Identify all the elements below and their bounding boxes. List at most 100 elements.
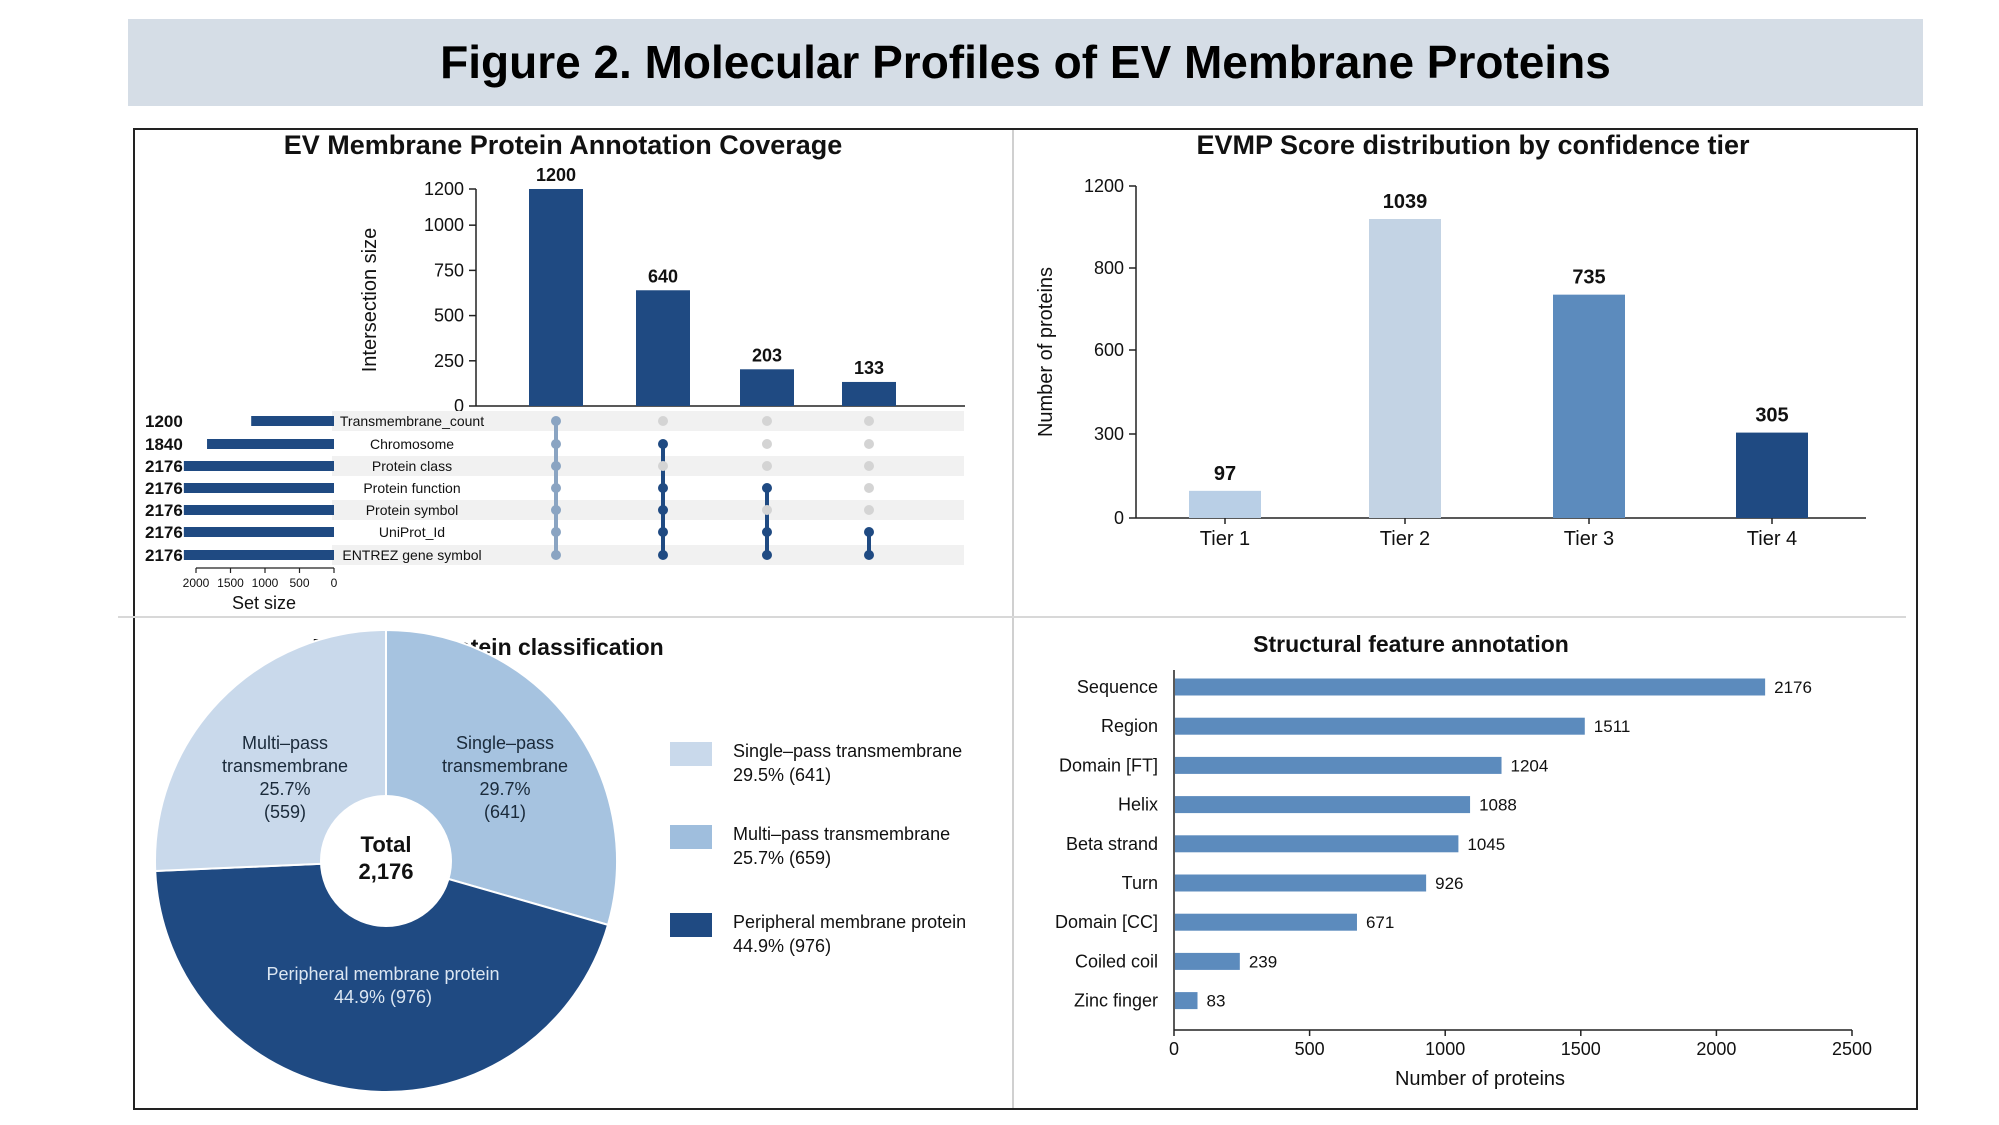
pie-legend-swatch [670,742,712,766]
structural-category-label: Zinc finger [1074,991,1158,1011]
tier-x-tick-label: Tier 1 [1200,528,1250,550]
pie-slice-label: (641) [484,802,526,822]
upset-matrix-dot-filled [658,550,668,560]
tier-y-axis-label: Number of proteins [1035,267,1057,437]
upset-matrix-dot-filled [551,527,561,537]
tier-title: EVMP Score distribution by confidence ti… [1196,130,1750,160]
upset-set-size-bar [183,505,334,515]
upset-set-size-value: 2176 [145,501,183,520]
structural-x-tick-label: 500 [1295,1039,1325,1059]
upset-y-tick-label: 1000 [424,215,464,235]
upset-set-size-value: 2176 [145,479,183,498]
upset-matrix-dot-empty [658,461,668,471]
upset-matrix-dot-filled [658,439,668,449]
tier-bar-value: 735 [1572,267,1605,289]
structural-bar [1175,913,1357,931]
upset-set-name: UniProt_Id [379,524,445,540]
pie-slice-label: (559) [264,802,306,822]
classification-pie-chart: Membrane protein classificationTotal2,17… [154,628,966,1093]
upset-set-name: Transmembrane_count [340,413,484,429]
vertical-divider [1012,130,1014,1108]
upset-set-size-bar [183,483,334,493]
structural-category-label: Domain [CC] [1055,912,1158,932]
upset-set-size-bar [183,461,334,471]
structural-category-label: Helix [1118,795,1158,815]
pie-slice [154,859,610,1093]
upset-set-size-bar [183,550,334,560]
tier-x-tick-label: Tier 2 [1380,528,1430,550]
upset-y-axis-label: Intersection size [359,228,381,373]
pie-legend-swatch [670,913,712,937]
upset-set-size-bar [207,439,334,449]
upset-row-stripe [332,500,964,520]
upset-y-tick-label: 1200 [424,179,464,199]
pie-slice-label: 25.7% [259,779,310,799]
structural-x-tick-label: 1000 [1425,1039,1465,1059]
upset-set-size-bar [251,416,334,426]
pie-center-hole [320,795,452,927]
upset-matrix-dot-empty [864,483,874,493]
upset-matrix-dot-filled [658,505,668,515]
structural-bar-value: 1204 [1511,756,1549,775]
upset-matrix-dot-filled [864,550,874,560]
upset-set-tick-label: 0 [331,576,338,590]
pie-legend-label: Single–pass transmembrane [733,741,962,761]
pie-legend-label: Multi–pass transmembrane [733,824,950,844]
upset-intersection-value: 203 [752,345,782,365]
upset-set-size-value: 1840 [145,435,183,454]
upset-matrix-dot-filled [551,439,561,449]
structural-category-label: Domain [FT] [1059,755,1158,775]
figure-title-bar: Figure 2. Molecular Profiles of EV Membr… [128,19,1923,106]
tier-bar-chart: EVMP Score distribution by confidence ti… [1035,130,1866,550]
figure-title: Figure 2. Molecular Profiles of EV Membr… [440,36,1611,88]
upset-set-size-value: 2176 [145,523,183,542]
structural-bar [1175,756,1502,774]
upset-title: EV Membrane Protein Annotation Coverage [284,130,843,160]
horizontal-divider [118,616,1906,618]
upset-y-tick-label: 500 [434,306,464,326]
upset-matrix-dot-empty [762,505,772,515]
pie-legend-value: 25.7% (659) [733,848,831,868]
tier-bar [1553,294,1625,518]
upset-set-size-value: 1200 [145,412,183,431]
structural-bar [1175,952,1240,970]
pie-slice-label: Single–pass [456,733,554,753]
structural-bar-value: 671 [1366,913,1394,932]
upset-set-name: Protein function [363,480,460,496]
structural-bar-value: 1045 [1467,835,1505,854]
structural-x-tick-label: 2000 [1696,1039,1736,1059]
upset-matrix-dot-filled [658,483,668,493]
structural-bar-value: 2176 [1774,678,1812,697]
tier-bar [1369,219,1441,518]
upset-intersection-bar [529,189,583,406]
upset-row-stripe [332,456,964,476]
structural-category-label: Beta strand [1066,834,1158,854]
tier-y-tick-label: 800 [1094,258,1124,278]
upset-matrix-dot-filled [762,483,772,493]
structural-bar-value: 83 [1207,992,1226,1011]
structural-bar-value: 239 [1249,952,1277,971]
upset-row-stripe [332,411,964,431]
upset-matrix-dot-filled [762,550,772,560]
upset-chart: EV Membrane Protein Annotation Coverage 0… [145,130,965,613]
upset-y-tick-label: 250 [434,351,464,371]
upset-intersection-value: 640 [648,266,678,286]
structural-category-label: Turn [1122,873,1158,893]
structural-title: Structural feature annotation [1253,631,1569,657]
upset-matrix-dot-empty [864,505,874,515]
upset-matrix-dot-empty [864,461,874,471]
upset-matrix-dot-empty [658,416,668,426]
structural-bar [1175,835,1459,853]
upset-matrix-dot-empty [762,439,772,449]
upset-intersection-bar [636,290,690,406]
tier-bar [1736,432,1808,518]
structural-bar [1175,678,1766,696]
upset-set-tick-label: 500 [289,576,309,590]
structural-bar-value: 926 [1435,874,1463,893]
upset-intersection-bar [842,381,896,406]
tier-x-tick-label: Tier 3 [1564,528,1614,550]
pie-legend-label: Peripheral membrane protein [733,912,966,932]
pie-slice-label: Multi–pass [242,733,328,753]
tier-y-tick-label: 1200 [1084,176,1124,196]
upset-set-name: Protein class [372,458,452,474]
